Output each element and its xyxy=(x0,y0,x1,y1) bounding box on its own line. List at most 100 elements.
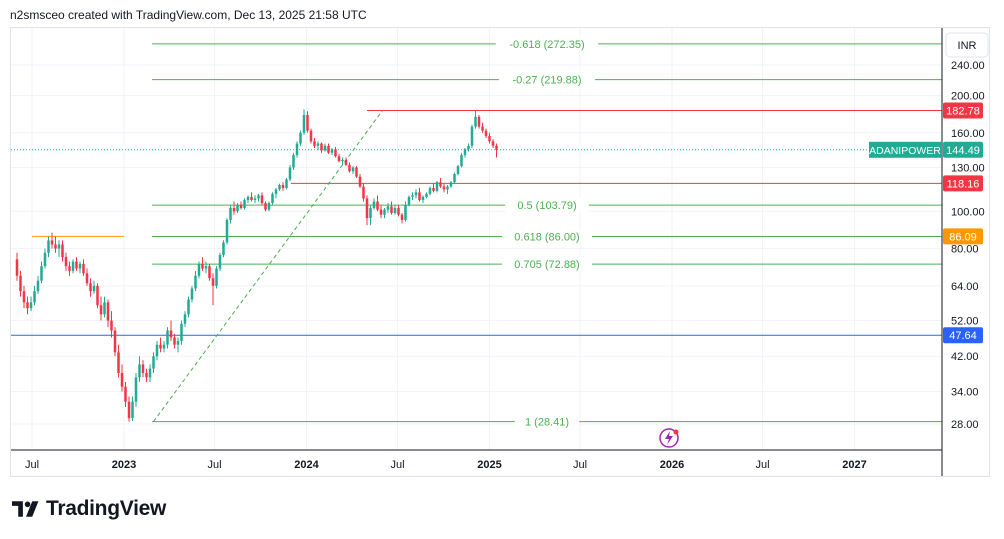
price-tag-value: 118.16 xyxy=(947,178,980,190)
candle-body xyxy=(491,141,495,146)
candle-body xyxy=(127,401,131,419)
candle-body xyxy=(166,330,169,345)
price-tick-label: 80.00 xyxy=(951,244,979,256)
candle-body xyxy=(169,330,173,338)
candle-body xyxy=(180,323,183,342)
candle-body xyxy=(299,132,302,144)
candle-body xyxy=(92,285,96,292)
candle-body xyxy=(71,261,75,271)
candle-body xyxy=(61,244,64,258)
candle-body xyxy=(369,207,372,219)
candle-body xyxy=(138,364,141,378)
symbol-tag-label: ADANIPOWER xyxy=(869,145,941,157)
time-tick-label: 2027 xyxy=(842,459,866,471)
fib-label-bg xyxy=(495,36,599,51)
candle-body xyxy=(260,195,264,204)
price-tag-value: 86.09 xyxy=(949,231,977,243)
candle-body xyxy=(211,278,215,286)
candle-body xyxy=(302,114,306,133)
price-tick-label: 100.00 xyxy=(951,206,985,218)
candle-body xyxy=(50,240,54,245)
price-tick-label: 28.00 xyxy=(951,419,979,431)
candle-body xyxy=(414,192,418,196)
candle-body xyxy=(446,186,449,190)
trend-line xyxy=(153,110,383,422)
candle-body xyxy=(474,116,477,127)
candle-body xyxy=(26,302,29,309)
lightning-bolt-icon xyxy=(665,431,673,445)
candle-body xyxy=(183,314,187,324)
price-tick-label: 160.00 xyxy=(951,128,985,140)
candle-body xyxy=(204,266,208,269)
candle-body xyxy=(337,156,341,162)
candle-body xyxy=(421,196,425,200)
time-tick-label: 2025 xyxy=(477,459,501,471)
candle-body xyxy=(187,299,190,315)
candle-body xyxy=(47,240,50,253)
price-tag-value: 144.49 xyxy=(946,145,980,157)
time-tick-label: Jul xyxy=(25,459,39,471)
time-tick-label: 2023 xyxy=(112,459,136,471)
candle-body xyxy=(407,196,411,205)
candle-body xyxy=(141,364,145,373)
candle-body xyxy=(411,195,414,197)
price-tag xyxy=(943,327,983,344)
candle-body xyxy=(397,207,400,215)
fib-level-label: 0.618 (86.00) xyxy=(514,231,579,243)
candle-body xyxy=(267,203,271,210)
candle-body xyxy=(89,283,92,292)
price-tick-label: 34.00 xyxy=(951,387,979,399)
candle-body xyxy=(22,291,26,303)
fib-label-bg xyxy=(505,198,589,213)
fib-label-bg xyxy=(498,72,596,87)
candle-body xyxy=(194,275,197,289)
price-tick-label: 64.00 xyxy=(951,281,979,293)
candle-body xyxy=(365,198,369,219)
time-tick-label: Jul xyxy=(390,459,404,471)
symbol-tag xyxy=(869,141,942,158)
price-tag xyxy=(943,228,983,245)
candle-body xyxy=(376,201,379,210)
candle-body xyxy=(330,149,334,153)
candle-body xyxy=(257,195,260,199)
candle-body xyxy=(432,187,435,191)
candle-body xyxy=(351,167,355,172)
candle-body xyxy=(113,330,117,353)
grid xyxy=(11,28,942,450)
candle-body xyxy=(253,198,257,200)
fib-level-label: 1 (28.41) xyxy=(525,417,569,429)
time-tick-label: 2024 xyxy=(294,459,319,471)
time-tick-label: 2026 xyxy=(660,459,684,471)
candle-body xyxy=(57,244,61,249)
candle-body xyxy=(358,176,362,187)
candle-body xyxy=(124,386,127,402)
candle-body xyxy=(15,259,19,276)
price-tick-label: 200.00 xyxy=(951,90,985,102)
candle-body xyxy=(176,341,180,345)
candle-body xyxy=(481,126,484,131)
candle-body xyxy=(218,254,222,269)
candle-body xyxy=(306,114,309,131)
price-tag-value: 182.78 xyxy=(946,106,980,118)
candle-body xyxy=(232,207,236,212)
chart-frame xyxy=(10,27,990,477)
candle-body xyxy=(173,337,176,345)
fib-label-bg xyxy=(502,229,592,244)
candle-body xyxy=(449,182,453,187)
price-tick-label: 42.00 xyxy=(951,351,979,363)
candle-body xyxy=(190,288,194,300)
fib-level-label: 0.705 (72.88) xyxy=(514,259,579,271)
candle-body xyxy=(362,186,365,199)
candle-body xyxy=(225,219,229,243)
candle-body xyxy=(120,372,124,387)
candle-body xyxy=(428,187,432,194)
candle-body xyxy=(334,149,337,157)
price-tag xyxy=(943,102,983,119)
candle-body xyxy=(383,209,386,215)
candle-body xyxy=(439,182,442,187)
fib-label-bg xyxy=(514,414,580,429)
candle-body xyxy=(313,141,316,146)
candle-body xyxy=(82,263,85,274)
candle-body xyxy=(281,185,285,188)
